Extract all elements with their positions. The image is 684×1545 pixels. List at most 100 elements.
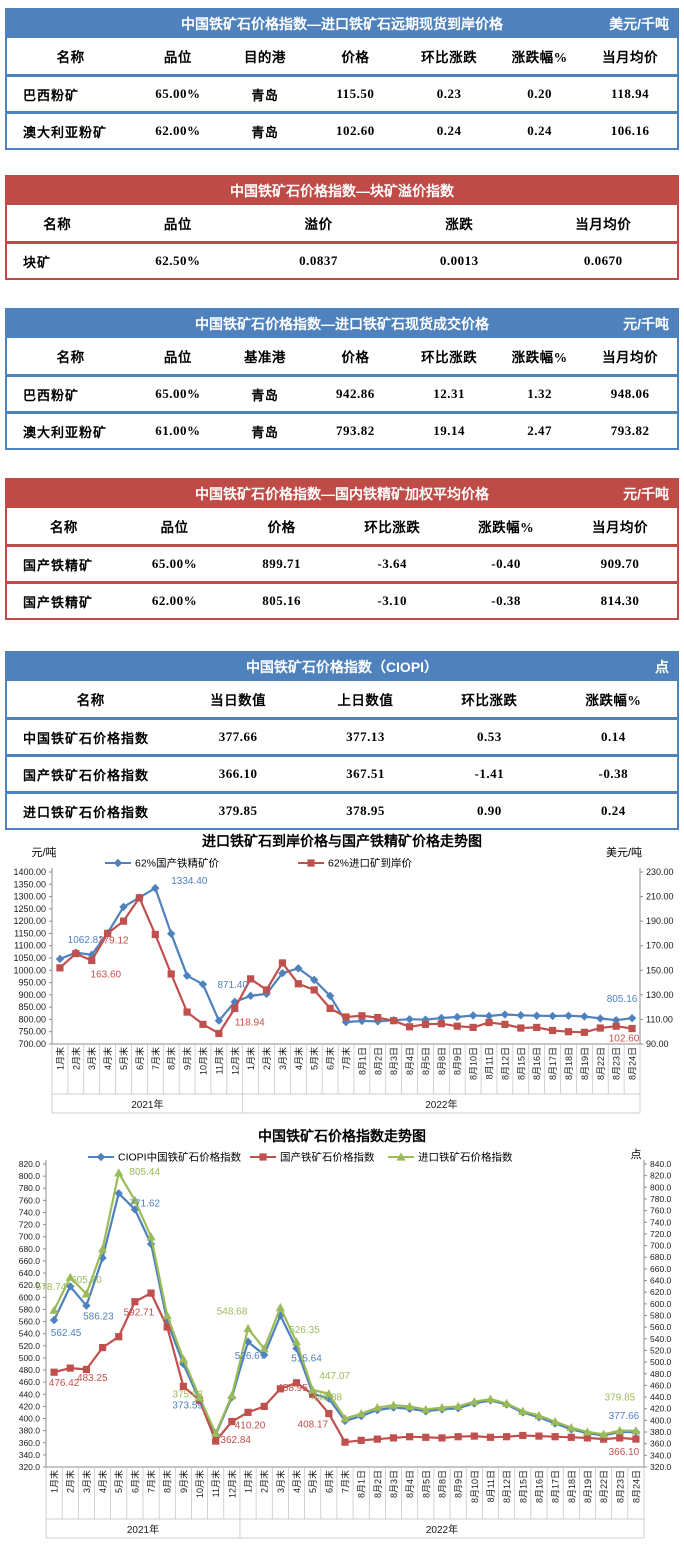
left-axis-tick-label: 640.0 xyxy=(19,1268,41,1278)
data-callout-label: 476.42 xyxy=(49,1378,80,1389)
data-point-marker xyxy=(243,1323,253,1333)
left-axis-tick-label: 680.0 xyxy=(19,1244,41,1254)
left-axis-tick-label: 560.0 xyxy=(19,1317,41,1327)
data-point-marker xyxy=(372,1403,382,1412)
x-axis-label: 9月末 xyxy=(178,1470,189,1493)
data-point-marker xyxy=(135,894,144,902)
table-cell: 19.14 xyxy=(433,423,466,438)
left-axis-tick-label: 780.0 xyxy=(19,1183,41,1193)
data-callout-label: 447.07 xyxy=(319,1371,350,1382)
data-point-marker xyxy=(356,1409,366,1418)
table-cell: 814.30 xyxy=(600,593,640,608)
data-callout-label: 805.44 xyxy=(129,1167,160,1178)
data-point-marker xyxy=(357,1436,365,1444)
table-cell: 国产铁精矿 xyxy=(23,594,94,610)
legend-item: 进口铁矿石价格指数 xyxy=(388,1151,513,1164)
table-cell: 65.00% xyxy=(155,86,201,101)
table-unit-label: 美元/千吨 xyxy=(609,16,669,32)
data-point-marker xyxy=(262,986,271,994)
data-point-marker xyxy=(147,1289,155,1297)
data-point-marker xyxy=(231,1004,239,1013)
column-header: 名称 xyxy=(56,50,85,65)
table-cell: 367.51 xyxy=(346,766,385,781)
series-line xyxy=(59,887,633,1024)
data-point-marker xyxy=(615,1426,625,1435)
left-axis-tick-label: 850.00 xyxy=(18,1002,46,1012)
left-axis-tick-label: 1150.00 xyxy=(14,928,46,938)
x-axis-label: 3月末 xyxy=(86,1047,97,1070)
table-cell: 62.50% xyxy=(155,253,201,268)
table-cell: 青岛 xyxy=(251,424,279,440)
data-point-marker xyxy=(550,1416,560,1426)
x-axis-label: 10月末 xyxy=(197,1047,208,1075)
legend-label: 国产铁矿石价格指数 xyxy=(280,1151,375,1164)
x-axis-label: 3月末 xyxy=(275,1470,286,1493)
left-axis-tick-label: 340.0 xyxy=(19,1450,41,1460)
left-axis-tick-label: 750.00 xyxy=(18,1027,46,1037)
data-point-marker xyxy=(246,991,255,1001)
data-point-marker xyxy=(88,956,96,965)
table-row: 国产铁精矿 65.00% 899.71 -3.64 -0.40 909.70 xyxy=(7,544,677,581)
x-axis-label: 12月末 xyxy=(229,1047,240,1075)
left-axis-tick-label: 760.0 xyxy=(19,1195,41,1205)
left-axis-tick-label: 1250.00 xyxy=(13,904,46,914)
chart-legend: CIOPI中国铁矿石价格指数 国产铁矿石价格指数 进口铁矿石价格指数 xyxy=(88,1151,513,1164)
table-title-bar: 中国铁矿石价格指数—进口铁矿石远期现货到岸价格 美元/千吨 xyxy=(7,10,677,38)
left-axis-tick-label: 620.0 xyxy=(19,1280,41,1290)
data-point-marker xyxy=(119,917,128,925)
table-cell: 块矿 xyxy=(23,254,52,270)
x-axis-label: 12月末 xyxy=(226,1470,237,1498)
table-cell: 国产铁精矿 xyxy=(23,557,94,573)
x-axis-label: 7月末 xyxy=(341,1047,352,1070)
x-axis-label: 8月19日 xyxy=(580,1047,590,1080)
data-point-marker xyxy=(564,1011,573,1020)
data-point-marker xyxy=(292,1379,301,1387)
x-axis-label: 8月2日 xyxy=(373,1470,383,1498)
data-point-marker xyxy=(56,964,64,972)
x-axis-label: 1月末 xyxy=(54,1047,65,1070)
table-cell: 澳大利亚粉矿 xyxy=(23,424,108,440)
legend-item: 国产铁矿石价格指数 xyxy=(250,1151,375,1164)
data-point-marker xyxy=(421,1404,431,1414)
data-point-marker xyxy=(567,1433,575,1441)
right-axis-tick-label: 540.0 xyxy=(650,1334,672,1344)
data-point-marker xyxy=(611,1015,621,1025)
series-line xyxy=(53,1171,636,1436)
column-header: 涨跌幅% xyxy=(511,350,568,365)
table-cell: 793.82 xyxy=(610,423,650,438)
data-point-marker xyxy=(517,1024,525,1032)
left-axis-tick-label: 1350.00 xyxy=(13,879,46,889)
data-point-marker xyxy=(308,1385,318,1394)
table-cell: 899.71 xyxy=(262,556,302,571)
right-axis-tick-label: 440.0 xyxy=(650,1392,672,1402)
chart-title: 中国铁矿石价格指数走势图 xyxy=(258,1128,426,1144)
x-axis-label: 6月末 xyxy=(325,1047,336,1070)
data-point-marker xyxy=(632,1435,640,1443)
left-axis-tick-label: 440.0 xyxy=(19,1389,41,1399)
x-axis-label: 10月末 xyxy=(194,1470,205,1498)
x-axis-label: 8月4日 xyxy=(405,1047,415,1075)
year-group-band: 2021年 2022年 xyxy=(45,1519,645,1539)
table-title: 中国铁矿石价格指数—块矿溢价指数 xyxy=(230,183,454,199)
x-axis-label: 8月11日 xyxy=(485,1047,495,1079)
data-point-marker xyxy=(97,1244,108,1253)
data-point-marker xyxy=(130,1195,140,1204)
table-row: 澳大利亚粉矿 62.00% 青岛 102.60 0.24 0.24 106.16 xyxy=(7,111,677,148)
table-cell: 青岛 xyxy=(251,87,279,103)
data-callout-label: 379.85 xyxy=(605,1393,636,1404)
data-callout-label: 805.16 xyxy=(607,994,638,1005)
table-cell: 0.14 xyxy=(600,729,626,744)
data-point-marker xyxy=(453,1012,462,1022)
data-callout-label: 526.67 xyxy=(235,1351,266,1362)
table-cell: 0.24 xyxy=(436,123,462,138)
data-callout-label: 458.95 xyxy=(277,1383,308,1394)
column-header: 涨跌 xyxy=(445,217,474,232)
left-axis-tick-label: 950.00 xyxy=(18,978,46,988)
data-point-marker xyxy=(146,1232,156,1241)
x-axis-label: 8月9日 xyxy=(453,1047,463,1075)
x-axis-label: 8月17日 xyxy=(551,1470,561,1503)
column-header: 价格 xyxy=(267,520,296,535)
x-axis-label: 8月23日 xyxy=(612,1047,622,1080)
table-title: 中国铁矿石价格指数—进口铁矿石远期现货到岸价格 xyxy=(181,16,503,32)
data-point-marker xyxy=(309,1390,317,1398)
